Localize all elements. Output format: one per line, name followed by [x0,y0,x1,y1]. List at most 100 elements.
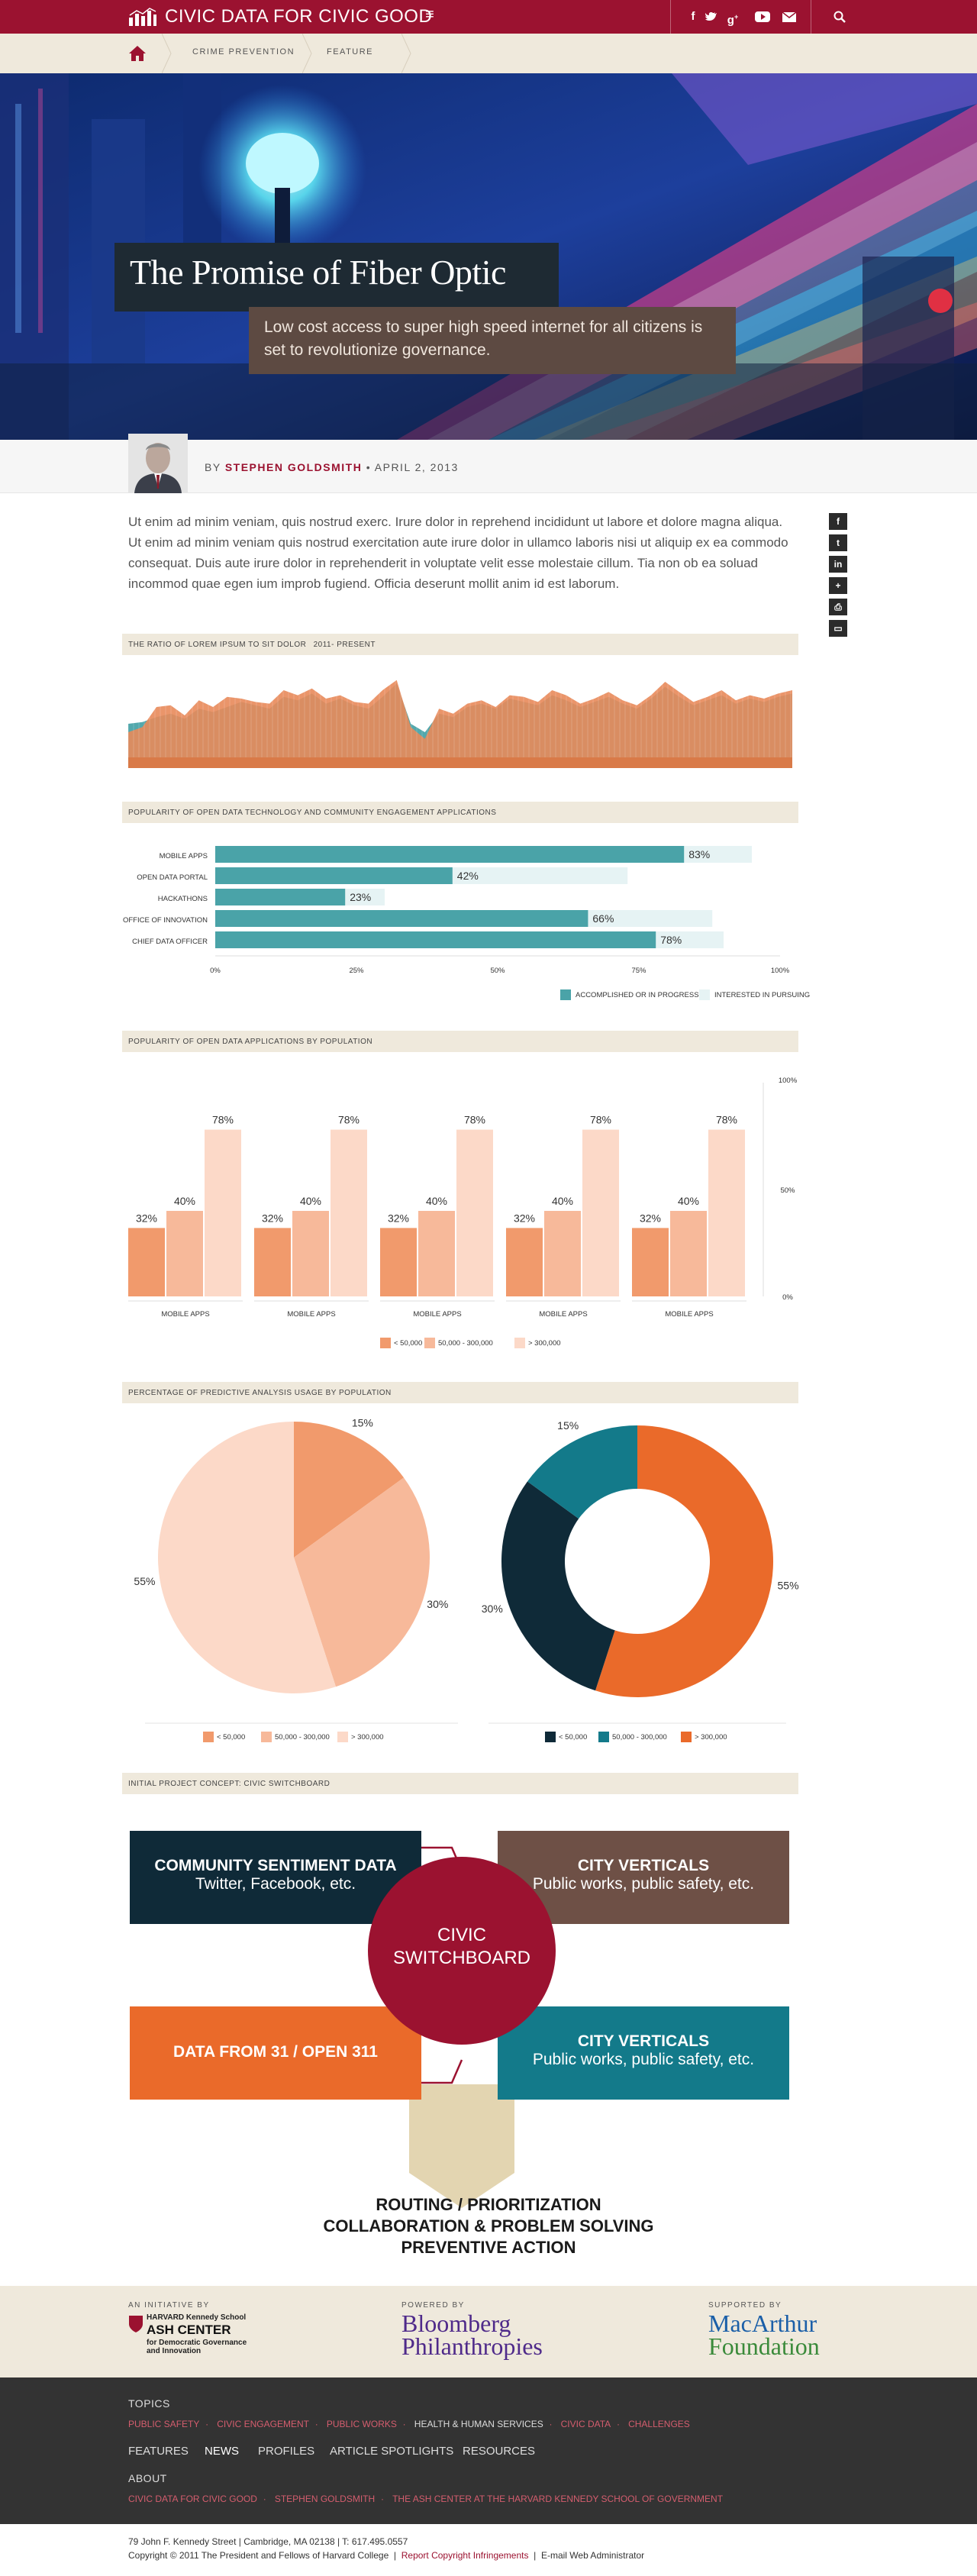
vbar-category-label: MOBILE APPS [413,1310,461,1319]
initiative-desc: for Democratic Governance [147,2339,247,2347]
hbar-value-label: 23% [350,891,371,903]
ash-center-logo[interactable]: HARVARD Kennedy School ASH CENTER for De… [128,2313,273,2359]
footer-nav-features[interactable]: FEATURES [128,2445,189,2458]
mail-icon[interactable] [782,8,797,25]
author-name[interactable]: STEPHEN GOLDSMITH [224,461,363,473]
divider [670,0,671,34]
legend-medium: 50,000 - 300,000 [612,1733,667,1742]
facebook-share-icon[interactable]: f [829,513,847,530]
twitter-share-icon[interactable]: t [829,534,847,551]
legend-swatch-small [545,1732,556,1742]
footer-nav-resources[interactable]: RESOURCES [463,2445,536,2458]
vbar-value-label: 40% [678,1195,699,1207]
copyright: Copyright © 2011 The President and Fello… [128,2550,389,2561]
email-admin-link[interactable]: E-mail Web Administrator [540,2550,645,2561]
legend-medium: 50,000 - 300,000 [275,1733,330,1742]
vbar-tick-label: 0% [782,1293,793,1302]
legend-accomplished: ACCOMPLISHED OR IN PROGRESS [576,991,699,999]
hbar-tick-label: 75% [631,967,646,975]
footer-topic-health[interactable]: HEALTH & HUMAN SERVICES [414,2419,543,2429]
report-infringement-link[interactable]: Report Copyright Infringements [401,2550,529,2561]
donut-value-label: 55% [778,1579,799,1591]
article-body: Ut enim ad minim veniam, quis nostrud ex… [128,515,788,591]
print-icon[interactable]: ⎙ [829,599,847,615]
legal-footer: 79 John F. Kennedy Street | Cambridge, M… [0,2524,977,2576]
donut-slice [501,1481,615,1691]
hbar-category-label: OFFICE OF INNOVATION [123,916,208,925]
byline-bar: BY STEPHEN GOLDSMITH • APRIL 2, 2013 [0,434,977,493]
vbar-value-label: 32% [640,1212,661,1224]
hbar-accomplished-bar [215,931,656,948]
vbar-bar [254,1228,291,1296]
page-subtitle: Low cost access to super high speed inte… [264,318,703,359]
chart-title-predictive-analysis: PERCENTAGE OF PREDICTIVE ANALYSIS USAGE … [122,1382,798,1403]
box-subtitle: Twitter, Facebook, etc. [195,1875,356,1893]
footer-topic-public-safety[interactable]: PUBLIC SAFETY [128,2419,200,2429]
vbar-value-label: 78% [716,1114,737,1126]
bloomberg-logo[interactable]: Bloomberg Philanthropies [401,2310,585,2362]
diagram-outcomes: ROUTING / PRIORITIZATION COLLABORATION &… [0,2194,977,2258]
hero-banner: The Promise of Fiber Optic Low cost acce… [0,73,977,440]
hbar-category-label: CHIEF DATA OFFICER [132,938,208,946]
footer-nav-news[interactable]: NEWS [205,2445,239,2458]
area-series-2 [128,680,792,757]
footer-nav-article-spotlights[interactable]: ARTICLE SPOTLIGHTS [330,2445,454,2458]
chart-title: POPULARITY OF OPEN DATA APPLICATIONS BY … [128,1038,373,1046]
footer-topic-challenges[interactable]: CHALLENGES [628,2419,690,2429]
add-share-icon[interactable]: + [829,577,847,594]
hbar-value-label: 83% [688,848,710,860]
box-subtitle: Public works, public safety, etc. [532,1875,755,1893]
footer-topic-civic-engagement[interactable]: CIVIC ENGAGEMENT [217,2419,309,2429]
horizontal-bar-chart: MOBILE APPS 83% OPEN DATA PORTAL 42% HACKATH… [123,846,790,975]
hamburger-icon[interactable]: ≡ [425,6,434,23]
breadcrumb-item-feature[interactable]: FEATURE [327,47,374,56]
vbar-value-label: 40% [552,1195,573,1207]
vbar-bar [632,1228,669,1296]
chart-title-popularity-tech: POPULARITY OF OPEN DATA TECHNOLOGY AND C… [122,802,798,823]
home-icon[interactable] [128,44,147,63]
hbar-accomplished-bar [215,910,588,927]
pie-slice [158,1422,337,1693]
youtube-icon[interactable] [754,8,771,25]
facebook-icon[interactable]: f [691,10,695,23]
footer-about-ash-center[interactable]: THE ASH CENTER AT THE HARVARD KENNEDY SC… [392,2494,724,2504]
footer-topic-civic-data[interactable]: CIVIC DATA [560,2419,611,2429]
byline-prefix: BY [205,461,221,473]
vbar-value-label: 78% [590,1114,611,1126]
bar-chart-logo-icon[interactable] [128,7,157,27]
search-icon[interactable] [832,8,847,25]
hbar-value-label: 42% [457,870,479,882]
twitter-icon[interactable] [704,8,719,25]
footer-about-site[interactable]: CIVIC DATA FOR CIVIC GOOD [128,2494,257,2504]
hbar-tick-label: 50% [490,967,505,975]
vbar-value-label: 32% [388,1212,409,1224]
pie-value-label: 30% [427,1598,448,1610]
breadcrumb-item-crime-prevention[interactable]: CRIME PREVENTION [192,47,295,56]
vbar-value-label: 32% [136,1212,157,1224]
footer: TOPICS PUBLIC SAFETY · CIVIC ENGAGEMENT … [0,2377,977,2524]
site-title[interactable]: CIVIC DATA FOR CIVIC GOOD [165,6,433,27]
donut-value-label: 15% [557,1419,579,1432]
hbar-tick-label: 100% [771,967,790,975]
linkedin-share-icon[interactable]: in [829,556,847,573]
legend-large: > 300,000 [695,1733,727,1742]
powered-label: POWERED BY [401,2301,465,2310]
footer-topic-public-works[interactable]: PUBLIC WORKS [326,2419,397,2429]
footer-nav-profiles[interactable]: PROFILES [258,2445,315,2458]
vbar-bar [708,1129,745,1296]
legend-interested: INTERESTED IN PURSUING [714,991,811,999]
macarthur-logo[interactable]: MacArthur Foundation [708,2311,861,2362]
google-plus-icon[interactable]: g+ [727,13,739,27]
breadcrumb: CRIME PREVENTION FEATURE [0,34,977,73]
footer-about-links: CIVIC DATA FOR CIVIC GOOD · STEPHEN GOLD… [128,2494,724,2504]
chart-title: POPULARITY OF OPEN DATA TECHNOLOGY AND C… [128,809,497,817]
legend-swatch-accomplished [560,989,571,1000]
legend-swatch-small [203,1732,214,1742]
bloomberg-line2: Philanthropies [401,2332,543,2360]
hbar-legend: ACCOMPLISHED OR IN PROGRESS INTERESTED I… [560,989,810,1002]
footer-about-author[interactable]: STEPHEN GOLDSMITH [274,2494,376,2504]
initiative-school: HARVARD Kennedy School [147,2313,247,2322]
vbar-bar [544,1211,581,1296]
bloomberg-line1: Bloomberg [401,2310,511,2337]
comment-icon[interactable]: ▭ [829,620,847,637]
